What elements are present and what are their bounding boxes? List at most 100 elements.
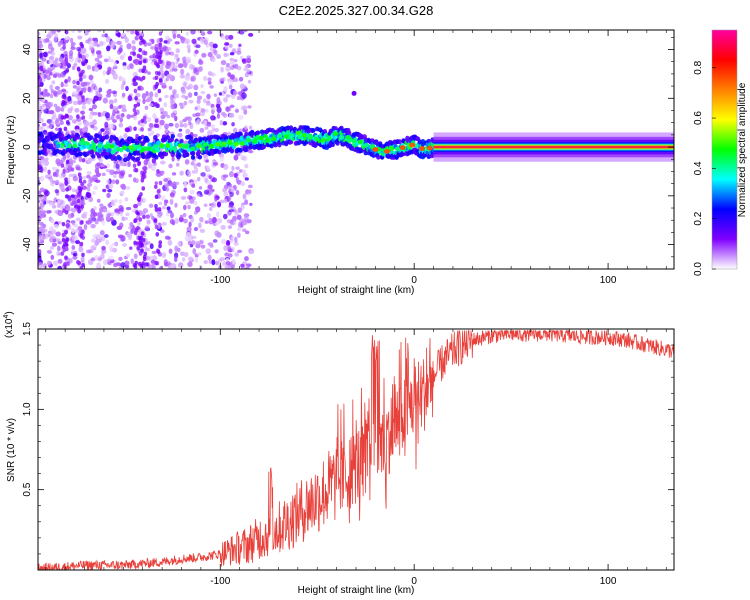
heatmap-speckle — [159, 119, 165, 126]
heatmap-speckle — [105, 93, 111, 98]
heatmap-speckle — [211, 259, 216, 266]
heatmap-speckle — [96, 233, 102, 239]
heatmap-speckle — [131, 45, 137, 52]
heatmap-speckle — [129, 221, 134, 227]
heatmap-steady-band — [433, 146, 674, 148]
heatmap-ridge-peak — [103, 144, 109, 149]
heatmap-speckle — [170, 112, 176, 118]
heatmap-ridge-peak — [245, 138, 252, 143]
heatmap-speckle — [113, 198, 118, 204]
heatmap-speckle — [38, 238, 42, 243]
heatmap-speckle — [96, 262, 101, 268]
heatmap-speckle — [183, 252, 189, 258]
spectrogram-panel: -100 0 100 -40 -20 0 20 40 Height of straight l… — [6, 29, 675, 296]
heatmap-speckle — [177, 63, 184, 69]
heatmap-speckle — [58, 241, 63, 245]
heatmap-speckle — [136, 196, 141, 202]
heatmap-ridge-peak — [214, 142, 221, 147]
heatmap-speckle — [78, 188, 83, 193]
heatmap-speckle — [212, 43, 218, 49]
heatmap-speckle — [172, 33, 177, 39]
heatmap-speckle — [117, 171, 123, 175]
heatmap-speckle — [68, 49, 74, 57]
heatmap-speckle — [159, 49, 163, 55]
heatmap-speckle — [194, 167, 199, 174]
heatmap-speckle — [226, 63, 230, 67]
heatmap-speckle — [133, 88, 138, 94]
heatmap-speckle — [188, 99, 194, 104]
heatmap-speckle — [237, 207, 243, 213]
heatmap-speckle — [144, 225, 150, 231]
heatmap-speckle — [142, 166, 148, 171]
heatmap-speckle — [178, 128, 183, 132]
heatmap-speckle — [38, 235, 43, 240]
heatmap-speckle — [159, 37, 163, 43]
heatmap-speckle — [177, 240, 182, 248]
figure-title: C2E2.2025.327.00.34.G28 — [279, 3, 434, 18]
heatmap-speckle — [190, 75, 197, 82]
heatmap-speckle — [50, 254, 55, 260]
heatmap-speckle — [64, 113, 69, 118]
heatmap-speckle — [138, 243, 143, 249]
heatmap-speckle — [187, 92, 193, 98]
heatmap-speckle — [154, 260, 158, 266]
heatmap-speckle — [155, 123, 160, 129]
heatmap-speckle — [97, 30, 102, 33]
heatmap-speckle — [80, 204, 85, 209]
heatmap-speckle — [62, 208, 66, 213]
heatmap-speckle — [189, 244, 194, 248]
heatmap-speckle — [94, 219, 99, 225]
heatmap-speckle — [112, 242, 118, 246]
heatmap-speckle — [143, 251, 148, 257]
heatmap-speckle — [62, 168, 66, 174]
heatmap-speckle — [164, 94, 169, 99]
heatmap-speckle — [222, 97, 229, 103]
heatmap-speckle — [183, 187, 188, 193]
heatmap-speckle — [231, 247, 235, 253]
heatmap-speckle — [228, 84, 233, 90]
heatmap-speckle — [88, 217, 93, 222]
heatmap-speckle — [238, 169, 243, 173]
heatmap-speckle — [246, 69, 251, 73]
heatmap-speckle — [151, 158, 157, 164]
heatmap-speckle — [133, 114, 138, 121]
heatmap-speckle — [62, 93, 66, 98]
heatmap-speckle — [86, 185, 91, 192]
heatmap-speckle — [244, 256, 249, 262]
heatmap-speckle — [96, 162, 101, 167]
heatmap-speckle — [211, 177, 218, 183]
heatmap-ridge-peak — [146, 146, 152, 151]
heatmap-ridge-blob — [117, 155, 122, 161]
spectrogram-x-label: Height of straight line (km) — [298, 285, 415, 296]
heatmap-speckle — [64, 30, 69, 35]
heatmap-speckle — [44, 190, 50, 197]
heatmap-speckle — [149, 91, 154, 98]
heatmap-speckle — [107, 88, 112, 93]
heatmap-speckle — [130, 30, 135, 35]
heatmap-speckle — [92, 111, 98, 116]
heatmap-speckle — [168, 122, 174, 127]
heatmap-ridge-peak — [183, 144, 190, 149]
heatmap-speckle — [103, 259, 108, 266]
heatmap-speckle — [152, 53, 156, 59]
heatmap-speckle — [135, 210, 139, 215]
heatmap-speckle — [77, 205, 81, 210]
heatmap-speckle — [41, 210, 47, 214]
heatmap-speckle — [100, 249, 107, 254]
heatmap-speckle — [191, 239, 196, 246]
heatmap-speckle — [209, 207, 213, 211]
heatmap-speckle — [57, 221, 62, 225]
heatmap-speckle — [74, 108, 80, 113]
heatmap-speckle — [182, 212, 187, 218]
heatmap-speckle — [177, 262, 184, 268]
heatmap-speckle — [101, 172, 106, 177]
heatmap-ridge-peak — [277, 133, 283, 139]
heatmap-speckle — [61, 65, 67, 70]
heatmap-speckle — [81, 158, 86, 163]
heatmap-speckle — [81, 105, 86, 110]
heatmap-speckle — [199, 127, 205, 133]
heatmap-ridge-blob — [190, 150, 196, 156]
heatmap-ridge-blob — [347, 130, 352, 136]
heatmap-speckle — [163, 177, 169, 183]
heatmap-speckle — [142, 244, 147, 249]
